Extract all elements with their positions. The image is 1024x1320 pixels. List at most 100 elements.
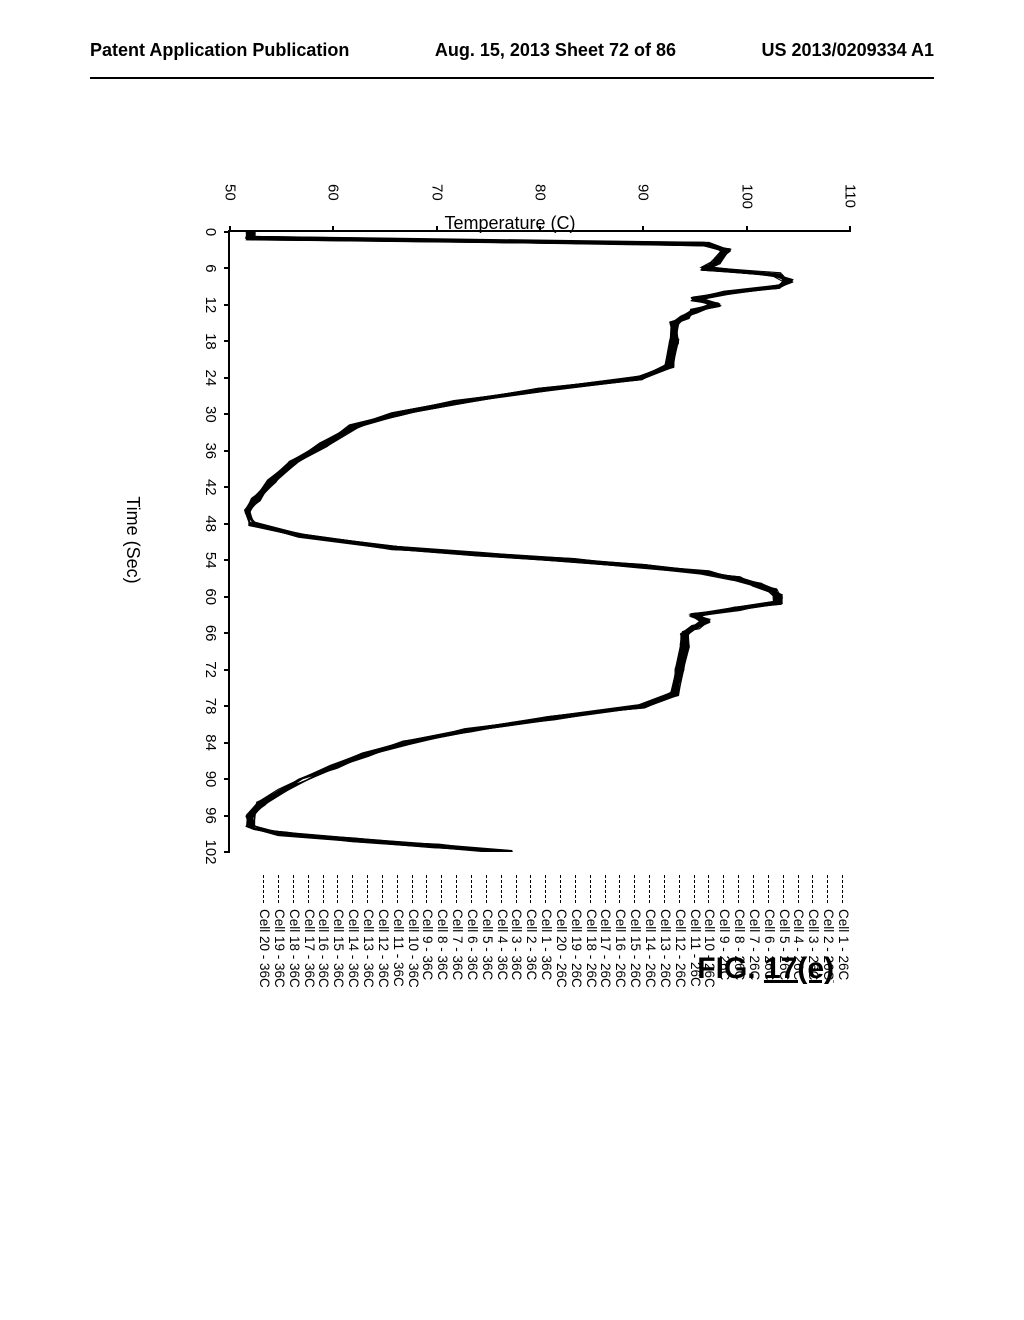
series-line [245,234,784,851]
series-line [249,232,787,852]
legend-item: Cell 13 - 36C [360,875,375,1045]
series-line [249,233,790,851]
legend-label: Cell 17 - 36C [301,909,316,988]
legend-item: Cell 11 - 36C [390,875,405,1045]
legend-line-icon [337,875,338,903]
legend-item: Cell 9 - 36C [420,875,435,1045]
legend-line-icon [545,875,546,903]
legend-label: Cell 10 - 36C [405,909,420,988]
series-line [247,234,790,851]
figure-area: Temperature (C) 506070809010011006121824… [140,150,880,1050]
series-line [247,232,787,852]
x-tick-mark [224,267,230,269]
y-tick-mark [849,226,851,232]
page-header: Patent Application Publication Aug. 15, … [0,0,1024,71]
y-tick: 90 [635,184,652,201]
legend-label: Cell 5 - 36C [479,909,494,980]
legend-line-icon [575,875,576,903]
y-tick-mark [746,226,748,232]
series-line [247,233,786,852]
legend-item: Cell 4 - 36C [494,875,509,1045]
y-tick: 60 [325,184,342,201]
series-line [246,232,788,852]
legend-line-icon [768,875,769,903]
y-tick: 100 [738,184,755,209]
x-tick: 30 [202,406,219,423]
x-tick: 42 [202,479,219,496]
legend-line-icon [323,875,324,903]
legend-label: Cell 1 - 36C [538,909,553,980]
legend-item: Cell 12 - 26C [672,875,687,1045]
x-tick: 18 [202,333,219,350]
legend-line-icon [649,875,650,903]
legend-line-icon [293,875,294,903]
legend-label: Cell 18 - 26C [583,909,598,988]
series-line [246,233,793,851]
legend-label: Cell 13 - 26C [657,909,672,988]
series-line [246,232,784,852]
legend-line-icon [679,875,680,903]
series-line [246,232,786,852]
legend-line-icon [708,875,709,903]
legend-line-icon [723,875,724,903]
legend-line-icon [412,875,413,903]
legend-line-icon [634,875,635,903]
figure-caption-prefix: FIG. [697,952,764,985]
legend-line-icon [530,875,531,903]
series-line [246,233,784,852]
legend-line-icon [842,875,843,903]
legend-item: Cell 16 - 26C [613,875,628,1045]
x-tick: 84 [202,734,219,751]
x-tick-mark [224,486,230,488]
legend-label: Cell 15 - 26C [627,909,642,988]
x-tick: 60 [202,588,219,605]
legend-line-icon [560,875,561,903]
x-tick-mark [224,304,230,306]
y-tick-mark [436,226,438,232]
legend-line-icon [367,875,368,903]
x-tick-mark [224,596,230,598]
series-line [245,233,792,851]
y-tick-mark [642,226,644,232]
legend-label: Cell 8 - 36C [434,909,449,980]
series-line [246,232,786,852]
legend-label: Cell 20 - 26C [553,909,568,988]
y-tick-mark [332,226,334,232]
legend-item: Cell 17 - 36C [301,875,316,1045]
series-line [247,234,789,852]
series-line [247,233,788,852]
legend-item: Cell 6 - 36C [464,875,479,1045]
x-tick-mark [224,815,230,817]
legend-item: Cell 15 - 26C [627,875,642,1045]
legend-line-icon [456,875,457,903]
legend-line-icon [501,875,502,903]
legend-item: Cell 19 - 26C [568,875,583,1045]
legend-label: Cell 12 - 36C [375,909,390,988]
legend-item: Cell 16 - 36C [316,875,331,1045]
legend-item: Cell 20 - 36C [256,875,271,1045]
x-tick: 72 [202,661,219,678]
legend-label: Cell 16 - 26C [613,909,628,988]
x-tick-mark [224,377,230,379]
series-line [245,232,789,852]
legend-line-icon [798,875,799,903]
series-line [245,232,786,852]
x-tick-mark [224,340,230,342]
series-line [249,233,786,852]
legend-item: Cell 17 - 26C [598,875,613,1045]
series-line [247,233,784,852]
legend-line-icon [738,875,739,903]
legend-line-icon [441,875,442,903]
x-tick: 90 [202,771,219,788]
legend-line-icon [605,875,606,903]
series-line [245,232,790,851]
legend-item: Cell 7 - 36C [449,875,464,1045]
legend-label: Cell 13 - 36C [360,909,375,988]
series-line [248,233,789,852]
legend-label: Cell 6 - 36C [464,909,479,980]
legend-item: Cell 14 - 26C [642,875,657,1045]
legend-item: Cell 13 - 26C [657,875,672,1045]
x-tick-mark [224,742,230,744]
legend-label: Cell 14 - 26C [642,909,657,988]
y-tick: 110 [842,184,859,208]
